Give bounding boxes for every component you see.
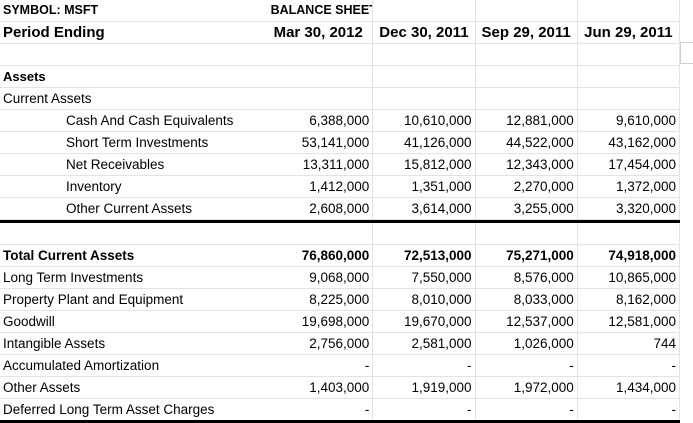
cell-value: 2,608,000: [270, 197, 374, 220]
cell-value: 10,865,000: [577, 266, 681, 289]
cell-value: 8,033,000: [475, 288, 578, 311]
header-row-periods: Period Ending Mar 30, 2012 Dec 30, 2011 …: [0, 21, 681, 44]
cell-value: 15,812,000: [372, 153, 476, 176]
cell-value: 1,351,000: [372, 175, 476, 198]
blank-row: [0, 43, 681, 66]
cell-value: 72,513,000: [372, 244, 476, 267]
cell-value: 744: [577, 332, 681, 355]
table-row: Short Term Investments 53,141,000 41,126…: [0, 131, 681, 154]
section-heading-current-assets: Current Assets: [0, 87, 271, 110]
cell-value: -: [577, 398, 681, 423]
cell-value: 8,576,000: [475, 266, 578, 289]
cell-value: 7,550,000: [372, 266, 476, 289]
cell-value: 1,412,000: [270, 175, 374, 198]
table-row: Net Receivables 13,311,000 15,812,000 12…: [0, 153, 681, 176]
cell-value: 2,581,000: [372, 332, 476, 355]
cell-value: -: [475, 354, 578, 377]
period-label: Period Ending: [0, 21, 271, 44]
cell-value: 19,670,000: [372, 310, 476, 333]
table-row: Intangible Assets 2,756,000 2,581,000 1,…: [0, 332, 681, 355]
cell-value: 2,756,000: [270, 332, 374, 355]
row-label: Net Receivables: [0, 153, 271, 176]
cell-value: -: [270, 398, 374, 423]
cell-value: 8,162,000: [577, 288, 681, 311]
scroll-handle[interactable]: [680, 42, 693, 64]
section-row: Assets: [0, 65, 681, 88]
cell-value: 12,581,000: [577, 310, 681, 333]
table-row: Other Assets 1,403,000 1,919,000 1,972,0…: [0, 376, 681, 399]
row-label: Inventory: [0, 175, 271, 198]
header-row-top: SYMBOL: MSFT BALANCE SHEET: [0, 0, 681, 22]
cell-value: 12,343,000: [475, 153, 578, 176]
symbol-label: SYMBOL: MSFT: [0, 0, 271, 22]
row-label: Deferred Long Term Asset Charges: [0, 398, 271, 423]
row-label: Accumulated Amortization: [0, 354, 271, 377]
cell-value: 2,270,000: [475, 175, 578, 198]
cell-value: 17,454,000: [577, 153, 681, 176]
cell-value: -: [577, 354, 681, 377]
table-row: Deferred Long Term Asset Charges - - - -: [0, 398, 681, 423]
section-heading-assets: Assets: [0, 65, 271, 88]
cell-value: 75,271,000: [475, 244, 578, 267]
cell-value: 3,320,000: [577, 197, 681, 220]
cell-value: -: [475, 398, 578, 423]
period-header: Sep 29, 2011: [475, 21, 578, 44]
table-row: Accumulated Amortization - - - -: [0, 354, 681, 377]
cell-value: 1,403,000: [270, 376, 374, 399]
cell-value: 12,537,000: [475, 310, 578, 333]
table-row: Property Plant and Equipment 8,225,000 8…: [0, 288, 681, 311]
table-row: Goodwill 19,698,000 19,670,000 12,537,00…: [0, 310, 681, 333]
row-label: Intangible Assets: [0, 332, 271, 355]
cell-value: 8,225,000: [270, 288, 374, 311]
row-label: Property Plant and Equipment: [0, 288, 271, 311]
divider: [0, 219, 680, 223]
row-label: Goodwill: [0, 310, 271, 333]
cell-value: 9,610,000: [577, 109, 681, 132]
row-label: Other Assets: [0, 376, 271, 399]
cell-value: 44,522,000: [475, 131, 578, 154]
cell-value: 12,881,000: [475, 109, 578, 132]
blank-row: [0, 223, 681, 245]
section-row: Current Assets: [0, 87, 681, 110]
total-row: Total Current Assets 76,860,000 72,513,0…: [0, 244, 681, 267]
table-row: Cash And Cash Equivalents 6,388,000 10,6…: [0, 109, 681, 132]
row-label: Other Current Assets: [0, 197, 271, 220]
table-row: Other Current Assets 2,608,000 3,614,000…: [0, 197, 681, 220]
cell-value: -: [372, 398, 476, 423]
table-row: Long Term Investments 9,068,000 7,550,00…: [0, 266, 681, 289]
cell-value: 3,614,000: [372, 197, 476, 220]
row-label: Short Term Investments: [0, 131, 271, 154]
row-label: Long Term Investments: [0, 266, 271, 289]
cell-value: 9,068,000: [270, 266, 374, 289]
cell-value: 19,698,000: [270, 310, 374, 333]
cell-value: 6,388,000: [270, 109, 374, 132]
table-row: Inventory 1,412,000 1,351,000 2,270,000 …: [0, 175, 681, 198]
row-label: Total Current Assets: [0, 244, 271, 267]
cell-value: 1,372,000: [577, 175, 681, 198]
cell-value: 8,010,000: [372, 288, 476, 311]
cell-value: 10,610,000: [372, 109, 476, 132]
period-header: Dec 30, 2011: [372, 21, 476, 44]
cell-value: 1,919,000: [372, 376, 476, 399]
period-header: Jun 29, 2011: [577, 21, 681, 44]
cell-value: 1,026,000: [475, 332, 578, 355]
cell-value: 74,918,000: [577, 244, 681, 267]
cell-value: 53,141,000: [270, 131, 374, 154]
row-label: Cash And Cash Equivalents: [0, 109, 271, 132]
cell-value: 43,162,000: [577, 131, 681, 154]
cell-value: 1,434,000: [577, 376, 681, 399]
cell-value: -: [270, 354, 374, 377]
cell-value: -: [372, 354, 476, 377]
cell-value: 13,311,000: [270, 153, 374, 176]
cell-value: 41,126,000: [372, 131, 476, 154]
sheet-title: BALANCE SHEET: [270, 0, 374, 22]
period-header: Mar 30, 2012: [270, 21, 374, 44]
cell-value: 76,860,000: [270, 244, 374, 267]
cell-value: 1,972,000: [475, 376, 578, 399]
cell-value: 3,255,000: [475, 197, 578, 220]
